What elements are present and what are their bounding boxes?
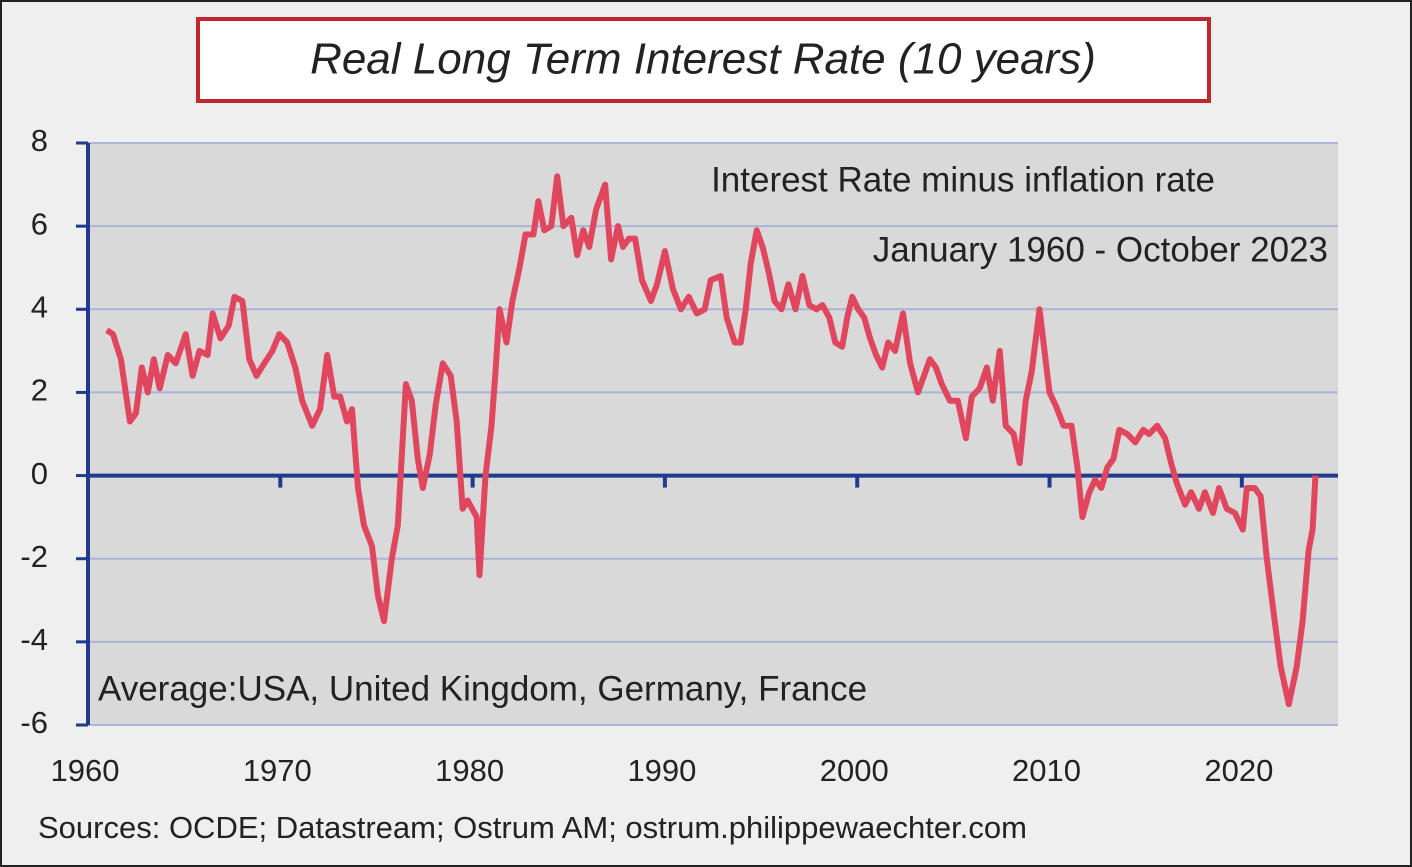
x-tick-label: 2020 (1204, 753, 1273, 788)
y-tick-label: -6 (20, 705, 48, 740)
chart-title: Real Long Term Interest Rate (10 years) (310, 35, 1096, 84)
x-tick-label: 1970 (243, 753, 312, 788)
y-tick-label: -2 (20, 539, 48, 574)
x-tick-label: 1990 (627, 753, 696, 788)
annotation: Average:USA, United Kingdom, Germany, Fr… (98, 669, 867, 708)
y-tick-label: 0 (31, 456, 48, 491)
x-tick-label: 2000 (820, 753, 889, 788)
y-tick-label: 6 (31, 206, 48, 241)
annotation: January 1960 - October 2023 (873, 230, 1328, 269)
y-tick-label: 4 (31, 289, 48, 324)
x-tick-label: 2010 (1012, 753, 1081, 788)
source: Sources: OCDE; Datastream; Ostrum AM; os… (38, 810, 1027, 845)
data-line (105, 173, 1319, 708)
y-tick-label: 2 (31, 373, 48, 408)
annotation: Interest Rate minus inflation rate (711, 160, 1215, 199)
title-box (196, 17, 1211, 103)
y-tick-label: -4 (20, 622, 48, 657)
x-tick-label: 1960 (51, 753, 120, 788)
x-tick-label: 1980 (435, 753, 504, 788)
y-tick-label: 8 (31, 123, 48, 158)
